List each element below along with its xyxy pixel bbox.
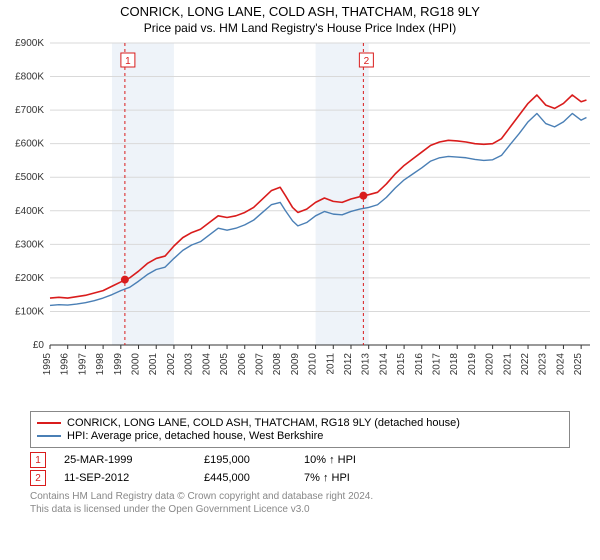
- svg-text:2006: 2006: [237, 353, 248, 376]
- chart-container: CONRICK, LONG LANE, COLD ASH, THATCHAM, …: [0, 0, 600, 516]
- legend-label: HPI: Average price, detached house, West…: [67, 430, 323, 442]
- titles: CONRICK, LONG LANE, COLD ASH, THATCHAM, …: [0, 0, 600, 35]
- legend: CONRICK, LONG LANE, COLD ASH, THATCHAM, …: [30, 411, 570, 448]
- svg-text:2016: 2016: [414, 353, 425, 376]
- svg-text:2023: 2023: [538, 353, 549, 376]
- svg-text:1999: 1999: [113, 353, 124, 376]
- legend-swatch: [37, 422, 61, 424]
- footer: Contains HM Land Registry data © Crown c…: [30, 490, 570, 516]
- svg-text:2000: 2000: [131, 353, 142, 376]
- sale-price: £445,000: [204, 472, 304, 484]
- sale-badge: 2: [30, 470, 46, 486]
- svg-text:1998: 1998: [95, 353, 106, 376]
- svg-text:2011: 2011: [325, 353, 336, 375]
- svg-text:1997: 1997: [77, 353, 88, 376]
- svg-text:2025: 2025: [573, 353, 584, 376]
- svg-text:£800K: £800K: [15, 72, 44, 83]
- svg-text:1996: 1996: [60, 353, 71, 376]
- sale-hpi: 7% ↑ HPI: [304, 472, 424, 484]
- svg-text:2022: 2022: [520, 353, 531, 376]
- chart: £0 £100K £200K £300K £400K £500K £600K £700K £80…: [0, 35, 600, 405]
- footer-line1: Contains HM Land Registry data © Crown c…: [30, 490, 570, 503]
- sale-date: 11-SEP-2012: [64, 472, 204, 484]
- svg-text:2013: 2013: [361, 353, 372, 376]
- svg-text:2020: 2020: [485, 353, 496, 376]
- svg-text:2014: 2014: [378, 353, 389, 376]
- svg-text:2005: 2005: [219, 353, 230, 376]
- svg-text:2021: 2021: [502, 353, 513, 376]
- svg-text:2010: 2010: [308, 353, 319, 376]
- svg-text:£900K: £900K: [15, 38, 44, 49]
- svg-text:£400K: £400K: [15, 206, 44, 217]
- svg-text:2004: 2004: [201, 353, 212, 376]
- sale-row: 1 25-MAR-1999£195,00010% ↑ HPI: [30, 452, 570, 468]
- svg-text:2001: 2001: [148, 353, 159, 376]
- sale-date: 25-MAR-1999: [64, 454, 204, 466]
- sale-row: 2 11-SEP-2012£445,0007% ↑ HPI: [30, 470, 570, 486]
- svg-text:2002: 2002: [166, 353, 177, 376]
- svg-text:£300K: £300K: [15, 239, 44, 250]
- sale-badge: 1: [30, 452, 46, 468]
- footer-line2: This data is licensed under the Open Gov…: [30, 503, 570, 516]
- svg-text:2018: 2018: [449, 353, 460, 376]
- svg-text:1: 1: [125, 56, 131, 67]
- sale-price: £195,000: [204, 454, 304, 466]
- sale-hpi: 10% ↑ HPI: [304, 454, 424, 466]
- svg-text:2024: 2024: [555, 353, 566, 376]
- svg-text:2017: 2017: [432, 353, 443, 376]
- legend-row: CONRICK, LONG LANE, COLD ASH, THATCHAM, …: [37, 417, 563, 429]
- svg-text:2: 2: [364, 56, 370, 67]
- legend-row: HPI: Average price, detached house, West…: [37, 430, 563, 442]
- legend-swatch: [37, 435, 61, 437]
- svg-text:£500K: £500K: [15, 172, 44, 183]
- svg-text:2008: 2008: [272, 353, 283, 376]
- svg-text:2015: 2015: [396, 353, 407, 376]
- svg-text:2012: 2012: [343, 353, 354, 376]
- chart-svg: £0 £100K £200K £300K £400K £500K £600K £700K £80…: [0, 35, 600, 405]
- svg-text:1995: 1995: [42, 353, 53, 376]
- svg-text:£100K: £100K: [15, 306, 44, 317]
- title-subtitle: Price paid vs. HM Land Registry's House …: [0, 21, 600, 35]
- legend-label: CONRICK, LONG LANE, COLD ASH, THATCHAM, …: [67, 417, 460, 429]
- svg-text:2019: 2019: [467, 353, 478, 376]
- svg-text:£700K: £700K: [15, 105, 44, 116]
- svg-text:2003: 2003: [184, 353, 195, 376]
- svg-text:£200K: £200K: [15, 273, 44, 284]
- title-address: CONRICK, LONG LANE, COLD ASH, THATCHAM, …: [0, 4, 600, 19]
- svg-text:£600K: £600K: [15, 139, 44, 150]
- svg-text:2007: 2007: [254, 353, 265, 376]
- svg-text:£0: £0: [33, 340, 45, 351]
- svg-text:2009: 2009: [290, 353, 301, 376]
